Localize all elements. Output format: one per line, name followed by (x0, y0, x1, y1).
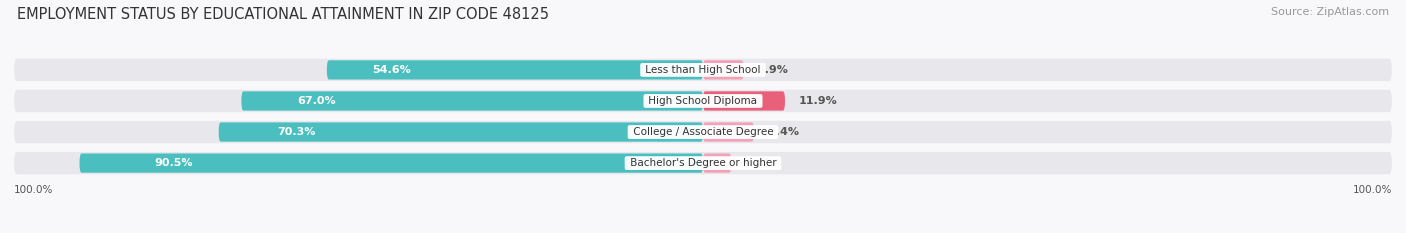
Text: High School Diploma: High School Diploma (645, 96, 761, 106)
FancyBboxPatch shape (80, 154, 703, 173)
Text: 100.0%: 100.0% (1353, 185, 1392, 195)
FancyBboxPatch shape (703, 122, 754, 142)
FancyBboxPatch shape (703, 91, 785, 111)
Text: 70.3%: 70.3% (277, 127, 315, 137)
Text: 90.5%: 90.5% (155, 158, 193, 168)
Text: 54.6%: 54.6% (373, 65, 411, 75)
FancyBboxPatch shape (326, 60, 703, 79)
Text: 100.0%: 100.0% (14, 185, 53, 195)
FancyBboxPatch shape (703, 60, 744, 79)
FancyBboxPatch shape (14, 152, 1392, 174)
Text: 5.9%: 5.9% (758, 65, 789, 75)
Text: Bachelor's Degree or higher: Bachelor's Degree or higher (627, 158, 779, 168)
Text: 7.4%: 7.4% (768, 127, 799, 137)
FancyBboxPatch shape (219, 122, 703, 142)
Text: Less than High School: Less than High School (643, 65, 763, 75)
FancyBboxPatch shape (703, 154, 731, 173)
Text: College / Associate Degree: College / Associate Degree (630, 127, 776, 137)
Text: 11.9%: 11.9% (799, 96, 838, 106)
FancyBboxPatch shape (14, 121, 1392, 143)
Text: EMPLOYMENT STATUS BY EDUCATIONAL ATTAINMENT IN ZIP CODE 48125: EMPLOYMENT STATUS BY EDUCATIONAL ATTAINM… (17, 7, 548, 22)
Text: 4.1%: 4.1% (745, 158, 776, 168)
FancyBboxPatch shape (242, 91, 703, 111)
Text: Source: ZipAtlas.com: Source: ZipAtlas.com (1271, 7, 1389, 17)
FancyBboxPatch shape (14, 59, 1392, 81)
Text: 67.0%: 67.0% (297, 96, 336, 106)
FancyBboxPatch shape (14, 90, 1392, 112)
